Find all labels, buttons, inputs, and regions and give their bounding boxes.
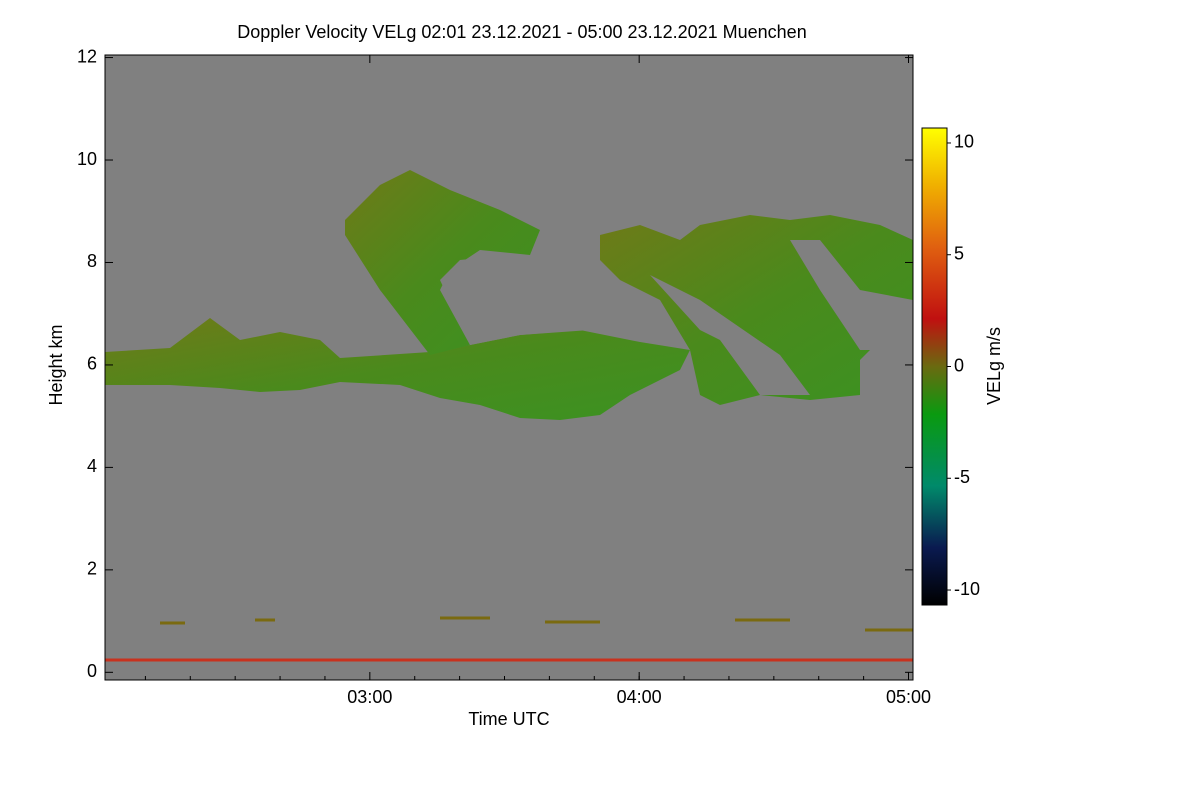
colorbar-tick-label: 10 [954, 132, 974, 152]
x-tick-label: 03:00 [347, 687, 392, 707]
y-tick-label: 6 [87, 354, 97, 374]
y-tick-label: 10 [77, 149, 97, 169]
colorbar-tick-label: 5 [954, 243, 964, 263]
y-tick-label: 8 [87, 251, 97, 271]
colorbar [921, 127, 948, 606]
y-axis-label: Height km [46, 324, 66, 405]
y-tick-label: 2 [87, 559, 97, 579]
y-tick-label: 4 [87, 456, 97, 476]
y-tick-label: 0 [87, 661, 97, 681]
colorbar-label: VELg m/s [984, 327, 1004, 405]
colorbar-tick-label: -5 [954, 467, 970, 487]
x-tick-label: 05:00 [886, 687, 931, 707]
echo-shapes [105, 170, 913, 662]
x-axis-label: Time UTC [468, 709, 549, 729]
colorbar-tick-label: -10 [954, 579, 980, 599]
plot-frame [104, 54, 914, 681]
colorbar-tick-label: 0 [954, 355, 964, 375]
chart-title: Doppler Velocity VELg 02:01 23.12.2021 -… [237, 22, 806, 42]
y-tick-label: 12 [77, 46, 97, 66]
x-tick-label: 04:00 [617, 687, 662, 707]
